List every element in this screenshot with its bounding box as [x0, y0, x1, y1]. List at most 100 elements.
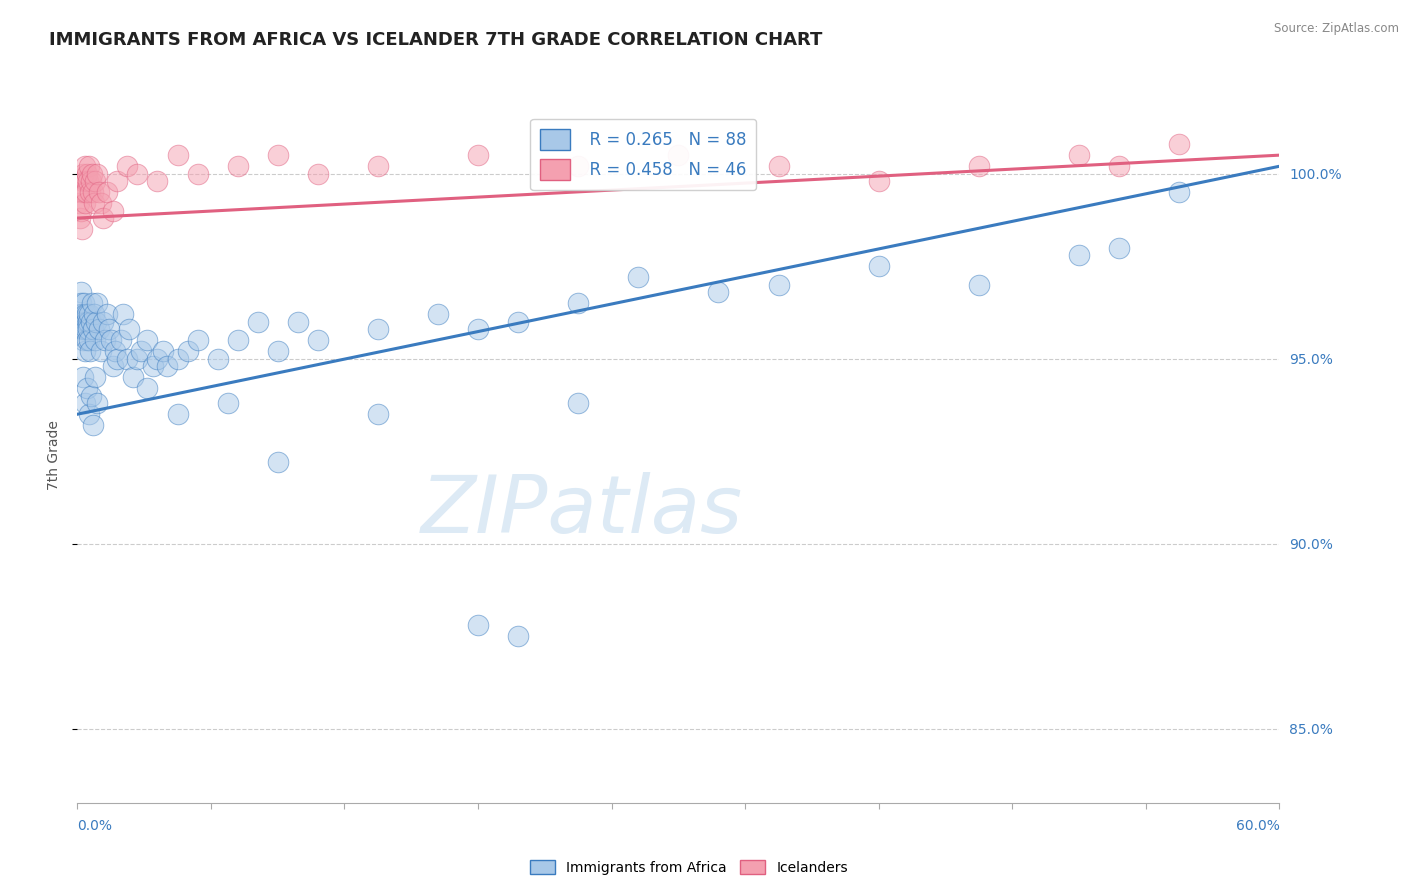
- Legend: Immigrants from Africa, Icelanders: Immigrants from Africa, Icelanders: [524, 855, 853, 880]
- Point: [287, 315, 309, 329]
- Point: [82, 167, 104, 181]
- Point: [82, 418, 104, 433]
- Point: [82, 296, 104, 310]
- Point: [467, 148, 489, 162]
- Point: [768, 159, 790, 173]
- Point: [136, 381, 159, 395]
- Point: [82, 322, 104, 336]
- Point: [69, 211, 91, 225]
- Point: [467, 322, 489, 336]
- Point: [83, 196, 105, 211]
- Point: [84, 174, 107, 188]
- Point: [110, 333, 132, 347]
- Point: [567, 159, 589, 173]
- Point: [70, 285, 93, 299]
- Point: [508, 315, 530, 329]
- Point: [146, 351, 169, 366]
- Point: [70, 203, 93, 218]
- Point: [131, 344, 153, 359]
- Point: [72, 315, 94, 329]
- Point: [69, 315, 91, 329]
- Point: [70, 185, 93, 199]
- Point: [98, 322, 121, 336]
- Point: [80, 174, 103, 188]
- Point: [73, 307, 96, 321]
- Point: [77, 322, 100, 336]
- Point: [90, 196, 112, 211]
- Point: [72, 222, 94, 236]
- Point: [79, 333, 101, 347]
- Point: [1069, 148, 1091, 162]
- Point: [226, 333, 249, 347]
- Point: [86, 296, 108, 310]
- Point: [367, 407, 389, 421]
- Point: [73, 196, 96, 211]
- Text: IMMIGRANTS FROM AFRICA VS ICELANDER 7TH GRADE CORRELATION CHART: IMMIGRANTS FROM AFRICA VS ICELANDER 7TH …: [49, 31, 823, 49]
- Point: [267, 148, 290, 162]
- Point: [217, 396, 239, 410]
- Point: [100, 333, 122, 347]
- Point: [868, 259, 890, 273]
- Point: [166, 148, 188, 162]
- Point: [967, 277, 990, 292]
- Text: ZIPatlas: ZIPatlas: [422, 472, 744, 549]
- Point: [70, 322, 93, 336]
- Point: [122, 370, 145, 384]
- Point: [75, 322, 97, 336]
- Point: [117, 351, 139, 366]
- Point: [79, 344, 101, 359]
- Point: [1108, 241, 1130, 255]
- Point: [72, 370, 94, 384]
- Point: [77, 174, 100, 188]
- Point: [86, 396, 108, 410]
- Point: [76, 333, 98, 347]
- Point: [75, 174, 97, 188]
- Point: [76, 167, 98, 181]
- Point: [79, 159, 101, 173]
- Point: [627, 270, 650, 285]
- Point: [83, 307, 105, 321]
- Point: [127, 351, 149, 366]
- Point: [86, 167, 108, 181]
- Point: [67, 307, 90, 321]
- Point: [868, 174, 890, 188]
- Point: [75, 185, 97, 199]
- Point: [89, 185, 111, 199]
- Point: [187, 333, 209, 347]
- Point: [94, 333, 117, 347]
- Point: [1108, 159, 1130, 173]
- Point: [103, 359, 125, 373]
- Point: [70, 296, 93, 310]
- Point: [307, 333, 329, 347]
- Point: [76, 381, 98, 395]
- Point: [103, 203, 125, 218]
- Point: [107, 174, 129, 188]
- Point: [267, 455, 290, 469]
- Point: [82, 185, 104, 199]
- Point: [1168, 185, 1191, 199]
- Point: [1168, 136, 1191, 151]
- Point: [73, 296, 96, 310]
- Point: [226, 159, 249, 173]
- Point: [72, 167, 94, 181]
- Point: [367, 159, 389, 173]
- Point: [96, 307, 118, 321]
- Point: [768, 277, 790, 292]
- Legend:   R = 0.265   N = 88,   R = 0.458   N = 46: R = 0.265 N = 88, R = 0.458 N = 46: [530, 119, 756, 190]
- Point: [142, 359, 165, 373]
- Point: [84, 370, 107, 384]
- Point: [152, 344, 174, 359]
- Point: [127, 167, 149, 181]
- Point: [117, 159, 139, 173]
- Point: [80, 389, 103, 403]
- Point: [112, 307, 135, 321]
- Point: [176, 344, 198, 359]
- Point: [96, 185, 118, 199]
- Point: [118, 322, 141, 336]
- Point: [104, 344, 127, 359]
- Text: 60.0%: 60.0%: [1236, 819, 1279, 833]
- Point: [136, 333, 159, 347]
- Point: [707, 285, 730, 299]
- Point: [86, 315, 108, 329]
- Point: [80, 315, 103, 329]
